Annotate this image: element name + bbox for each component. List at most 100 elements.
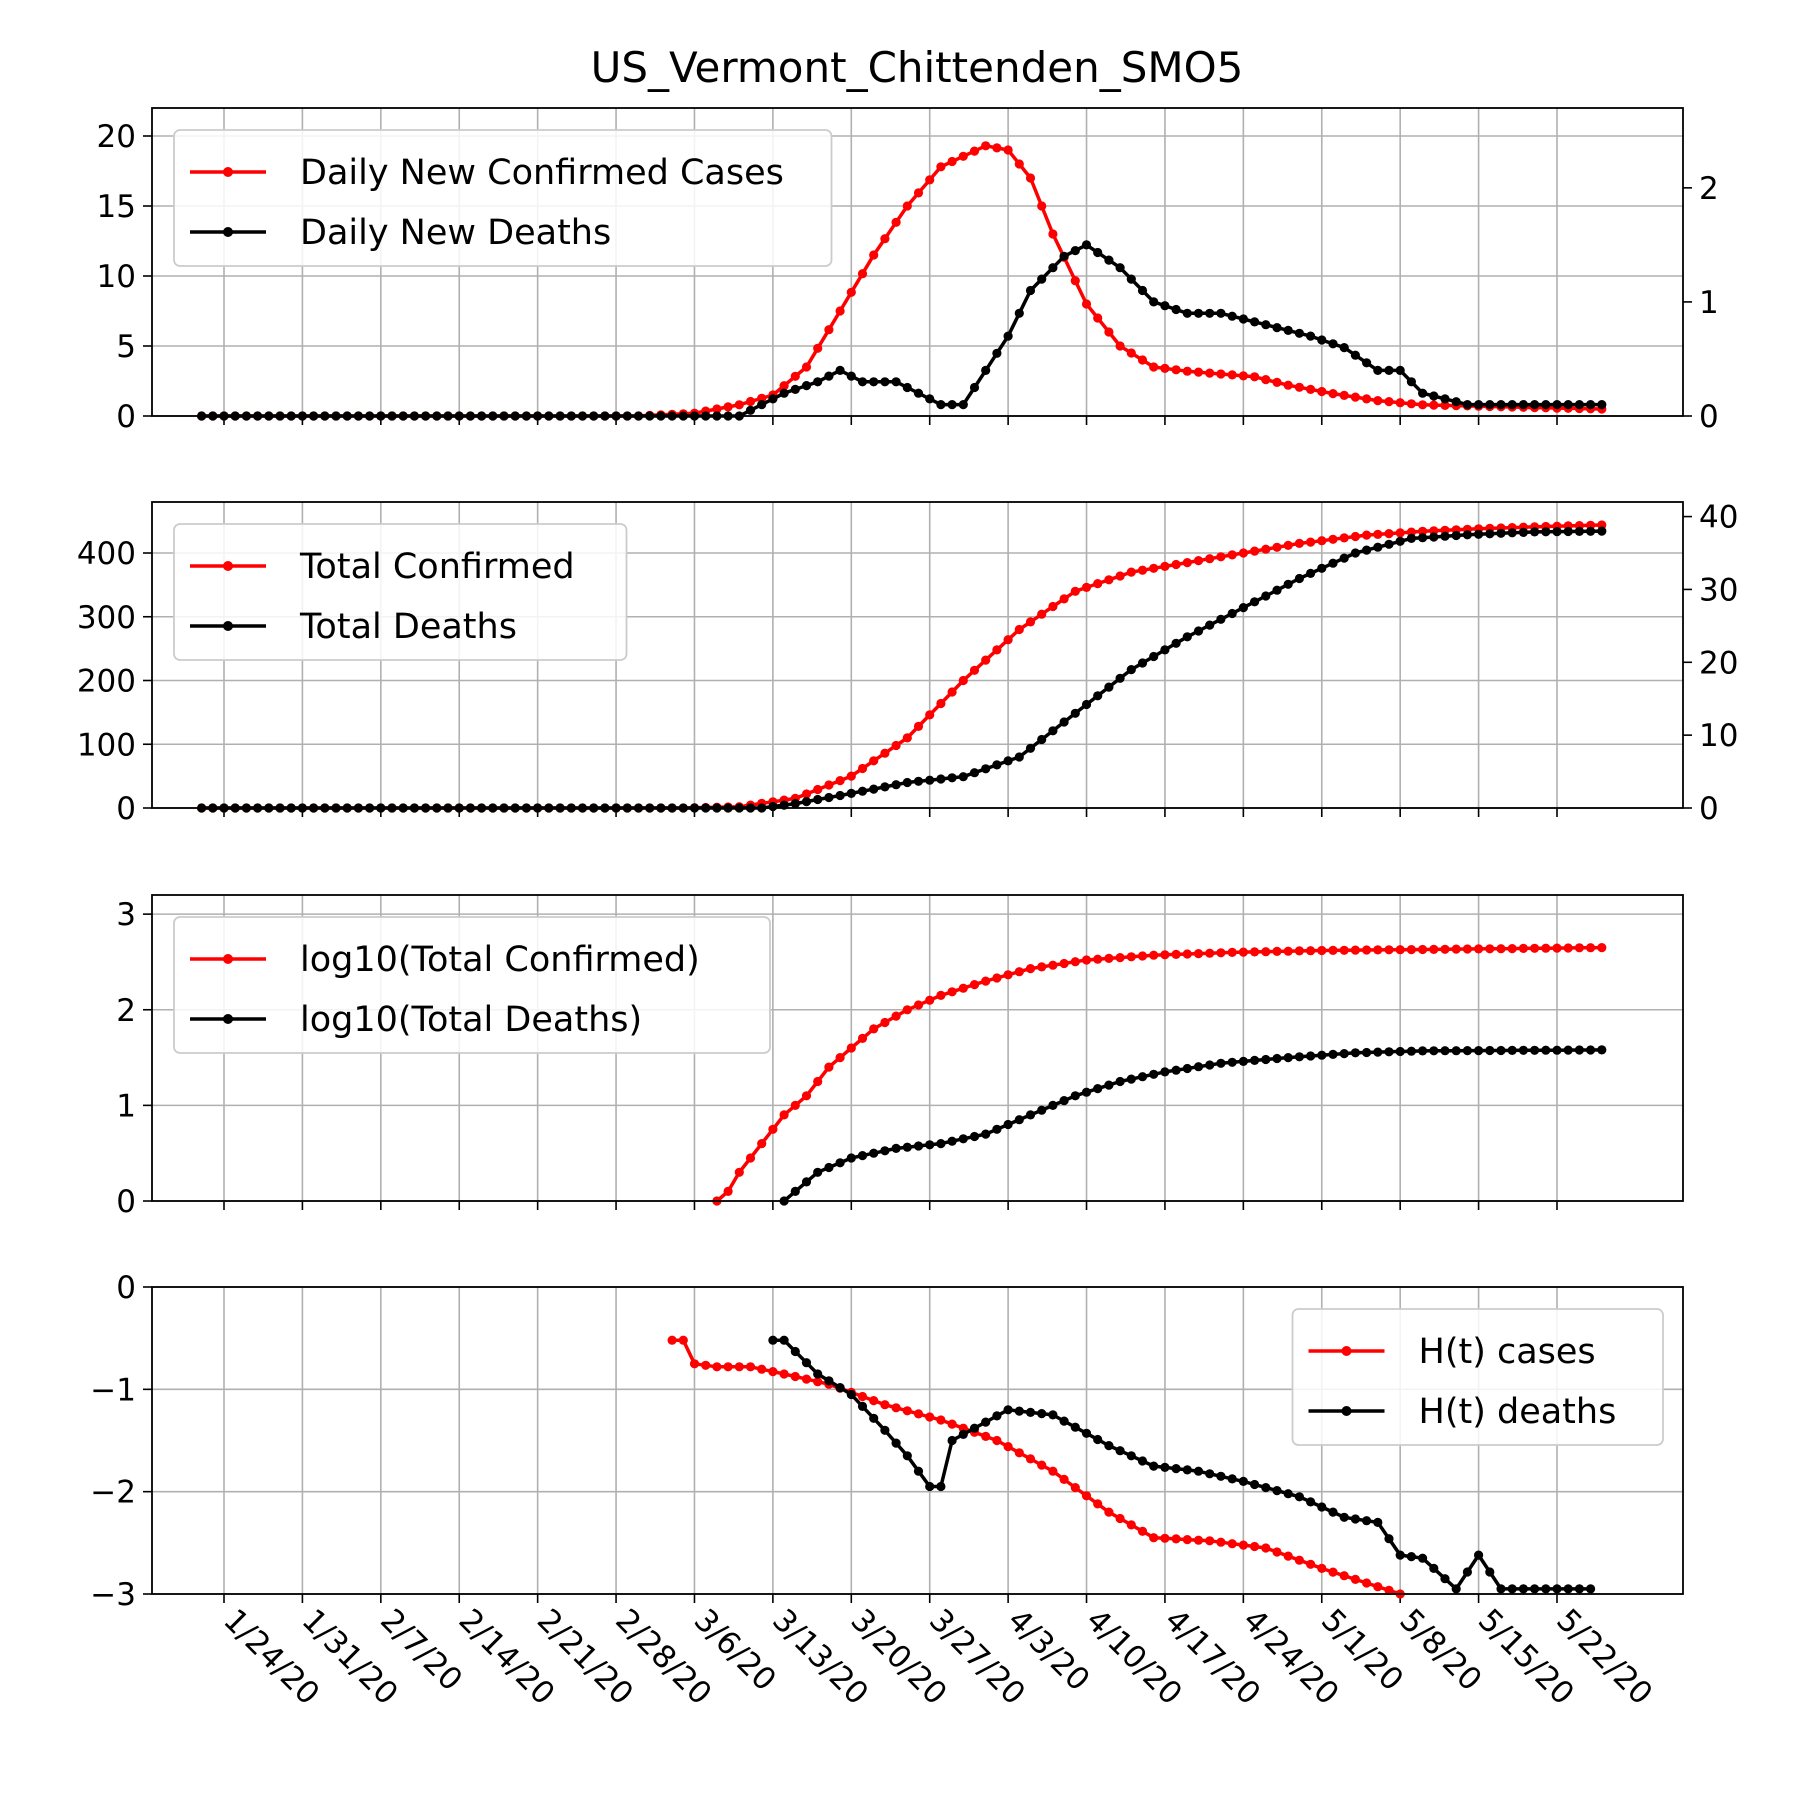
legend-swatch-marker bbox=[223, 954, 233, 964]
series-log10-total-confirmed-point bbox=[1126, 952, 1136, 962]
series-h-t-deaths-point bbox=[1406, 1552, 1416, 1562]
series-total-deaths-point bbox=[913, 776, 924, 786]
series-total-confirmed-point bbox=[1306, 537, 1316, 547]
series-h-t-cases-point bbox=[857, 1391, 868, 1402]
series-h-t-cases-point bbox=[790, 1371, 800, 1382]
series-h-t-deaths-point bbox=[1418, 1553, 1428, 1563]
series-total-confirmed-point bbox=[1193, 556, 1204, 566]
series-h-t-deaths-point bbox=[1496, 1584, 1506, 1594]
series-total-confirmed-point bbox=[1418, 526, 1428, 536]
series-daily-new-confirmed-cases-point bbox=[1283, 380, 1293, 390]
series-total-deaths-point bbox=[1429, 532, 1439, 542]
series-log10-total-confirmed-point bbox=[1160, 950, 1170, 960]
series-daily-new-confirmed-cases-point bbox=[1037, 201, 1047, 211]
series-daily-new-deaths-point bbox=[969, 382, 980, 393]
series-log10-total-confirmed-point bbox=[1272, 946, 1282, 957]
series-log10-total-deaths-point bbox=[1306, 1051, 1316, 1061]
series-daily-new-deaths-point bbox=[1070, 246, 1080, 256]
series-total-deaths-point bbox=[925, 775, 935, 785]
series-log10-total-deaths-point bbox=[1485, 1045, 1495, 1056]
series-log10-total-deaths-point bbox=[1474, 1046, 1484, 1056]
series-h-t-cases-point bbox=[1216, 1537, 1226, 1547]
series-total-deaths-point bbox=[1193, 626, 1204, 636]
series-daily-new-deaths-point bbox=[1081, 240, 1092, 250]
series-daily-new-deaths-point bbox=[1205, 308, 1215, 318]
series-h-t-deaths-point bbox=[992, 1411, 1002, 1421]
series-daily-new-confirmed-cases-point bbox=[1003, 145, 1013, 155]
series-total-deaths-point bbox=[1216, 614, 1226, 624]
series-h-t-deaths-point bbox=[846, 1389, 856, 1400]
legend-box bbox=[173, 129, 833, 267]
series-total-deaths-point bbox=[1597, 526, 1607, 536]
series-daily-new-deaths-point bbox=[1294, 328, 1304, 338]
series-total-deaths-point bbox=[768, 801, 778, 812]
series-daily-new-deaths-point bbox=[1328, 339, 1338, 349]
series-h-t-deaths-point bbox=[1272, 1486, 1282, 1496]
series-total-deaths-point bbox=[1485, 529, 1495, 539]
series-h-t-cases-point bbox=[1250, 1541, 1260, 1552]
series-daily-new-deaths-point bbox=[1261, 320, 1271, 330]
series-total-deaths-point bbox=[1384, 539, 1394, 549]
series-daily-new-confirmed-cases-point bbox=[1328, 389, 1338, 399]
series-log10-total-deaths-point bbox=[1440, 1046, 1450, 1056]
series-h-t-cases-point bbox=[1081, 1491, 1092, 1501]
series-h-t-cases-point bbox=[1328, 1567, 1338, 1577]
series-h-t-cases-point bbox=[801, 1374, 812, 1384]
series-h-t-deaths-point bbox=[925, 1481, 935, 1492]
series-log10-total-confirmed-point bbox=[857, 1033, 868, 1043]
series-daily-new-deaths-point bbox=[846, 371, 856, 381]
series-daily-new-deaths-point bbox=[1250, 317, 1260, 327]
series-total-deaths-point bbox=[1496, 528, 1506, 538]
series-total-deaths-point bbox=[846, 788, 856, 799]
series-daily-new-deaths-point bbox=[1160, 301, 1170, 311]
series-log10-total-confirmed-point bbox=[1496, 944, 1506, 954]
series-h-t-deaths-point bbox=[1059, 1416, 1069, 1426]
series-log10-total-confirmed-point bbox=[745, 1153, 756, 1163]
series-daily-new-confirmed-cases-point bbox=[1350, 392, 1360, 402]
series-log10-total-deaths-point bbox=[981, 1129, 991, 1139]
series-h-t-deaths-point bbox=[891, 1438, 901, 1448]
series-daily-new-deaths-point bbox=[1104, 255, 1114, 265]
series-total-deaths-point bbox=[1518, 527, 1528, 538]
series-daily-new-deaths-point bbox=[1126, 274, 1136, 284]
series-h-t-cases-point bbox=[1093, 1499, 1103, 1509]
series-total-confirmed-point bbox=[902, 733, 912, 743]
series-log10-total-deaths-point bbox=[969, 1131, 980, 1142]
series-h-t-deaths-point bbox=[1485, 1567, 1495, 1577]
series-log10-total-confirmed-point bbox=[1451, 944, 1461, 954]
series-h-t-cases-point bbox=[1160, 1533, 1170, 1543]
series-log10-total-deaths-point bbox=[902, 1142, 912, 1152]
series-h-t-cases-point bbox=[779, 1369, 789, 1379]
series-log10-total-deaths-point bbox=[846, 1153, 856, 1163]
series-log10-total-confirmed-point bbox=[1406, 945, 1416, 955]
series-daily-new-deaths-point bbox=[757, 400, 767, 410]
series-h-t-deaths-point bbox=[981, 1417, 991, 1427]
series-daily-new-confirmed-cases-point bbox=[1115, 341, 1125, 351]
series-total-deaths-point bbox=[1283, 579, 1293, 589]
series-log10-total-deaths-point bbox=[1283, 1053, 1293, 1063]
series-log10-total-confirmed-point bbox=[1586, 943, 1596, 953]
series-log10-total-deaths-point bbox=[1081, 1087, 1092, 1097]
series-total-deaths-point bbox=[902, 777, 912, 788]
series-h-t-deaths-point bbox=[869, 1413, 879, 1423]
series-daily-new-deaths-point bbox=[1306, 331, 1316, 341]
series-h-t-deaths-point bbox=[1373, 1517, 1383, 1527]
series-total-deaths-point bbox=[1507, 528, 1517, 538]
series-h-t-deaths-point bbox=[902, 1451, 912, 1461]
series-daily-new-deaths-point bbox=[779, 388, 789, 398]
series-h-t-cases-point bbox=[1306, 1559, 1316, 1569]
series-daily-new-confirmed-cases-point bbox=[1182, 366, 1192, 376]
series-log10-total-confirmed-point bbox=[1115, 953, 1125, 963]
series-total-confirmed-point bbox=[1227, 550, 1237, 560]
series-log10-total-deaths-point bbox=[835, 1158, 845, 1168]
series-log10-total-deaths-point bbox=[880, 1146, 890, 1156]
series-total-confirmed-point bbox=[1250, 546, 1260, 556]
series-daily-new-deaths-point bbox=[1093, 247, 1103, 258]
series-daily-new-deaths-point bbox=[1362, 358, 1372, 368]
series-daily-new-deaths-point bbox=[1518, 400, 1528, 410]
series-total-confirmed-point bbox=[1014, 624, 1024, 635]
series-log10-total-confirmed-point bbox=[913, 1000, 924, 1010]
axes-frame bbox=[151, 894, 1684, 1202]
series-log10-total-deaths-point bbox=[1294, 1052, 1304, 1062]
series-log10-total-deaths-point bbox=[1238, 1056, 1248, 1066]
